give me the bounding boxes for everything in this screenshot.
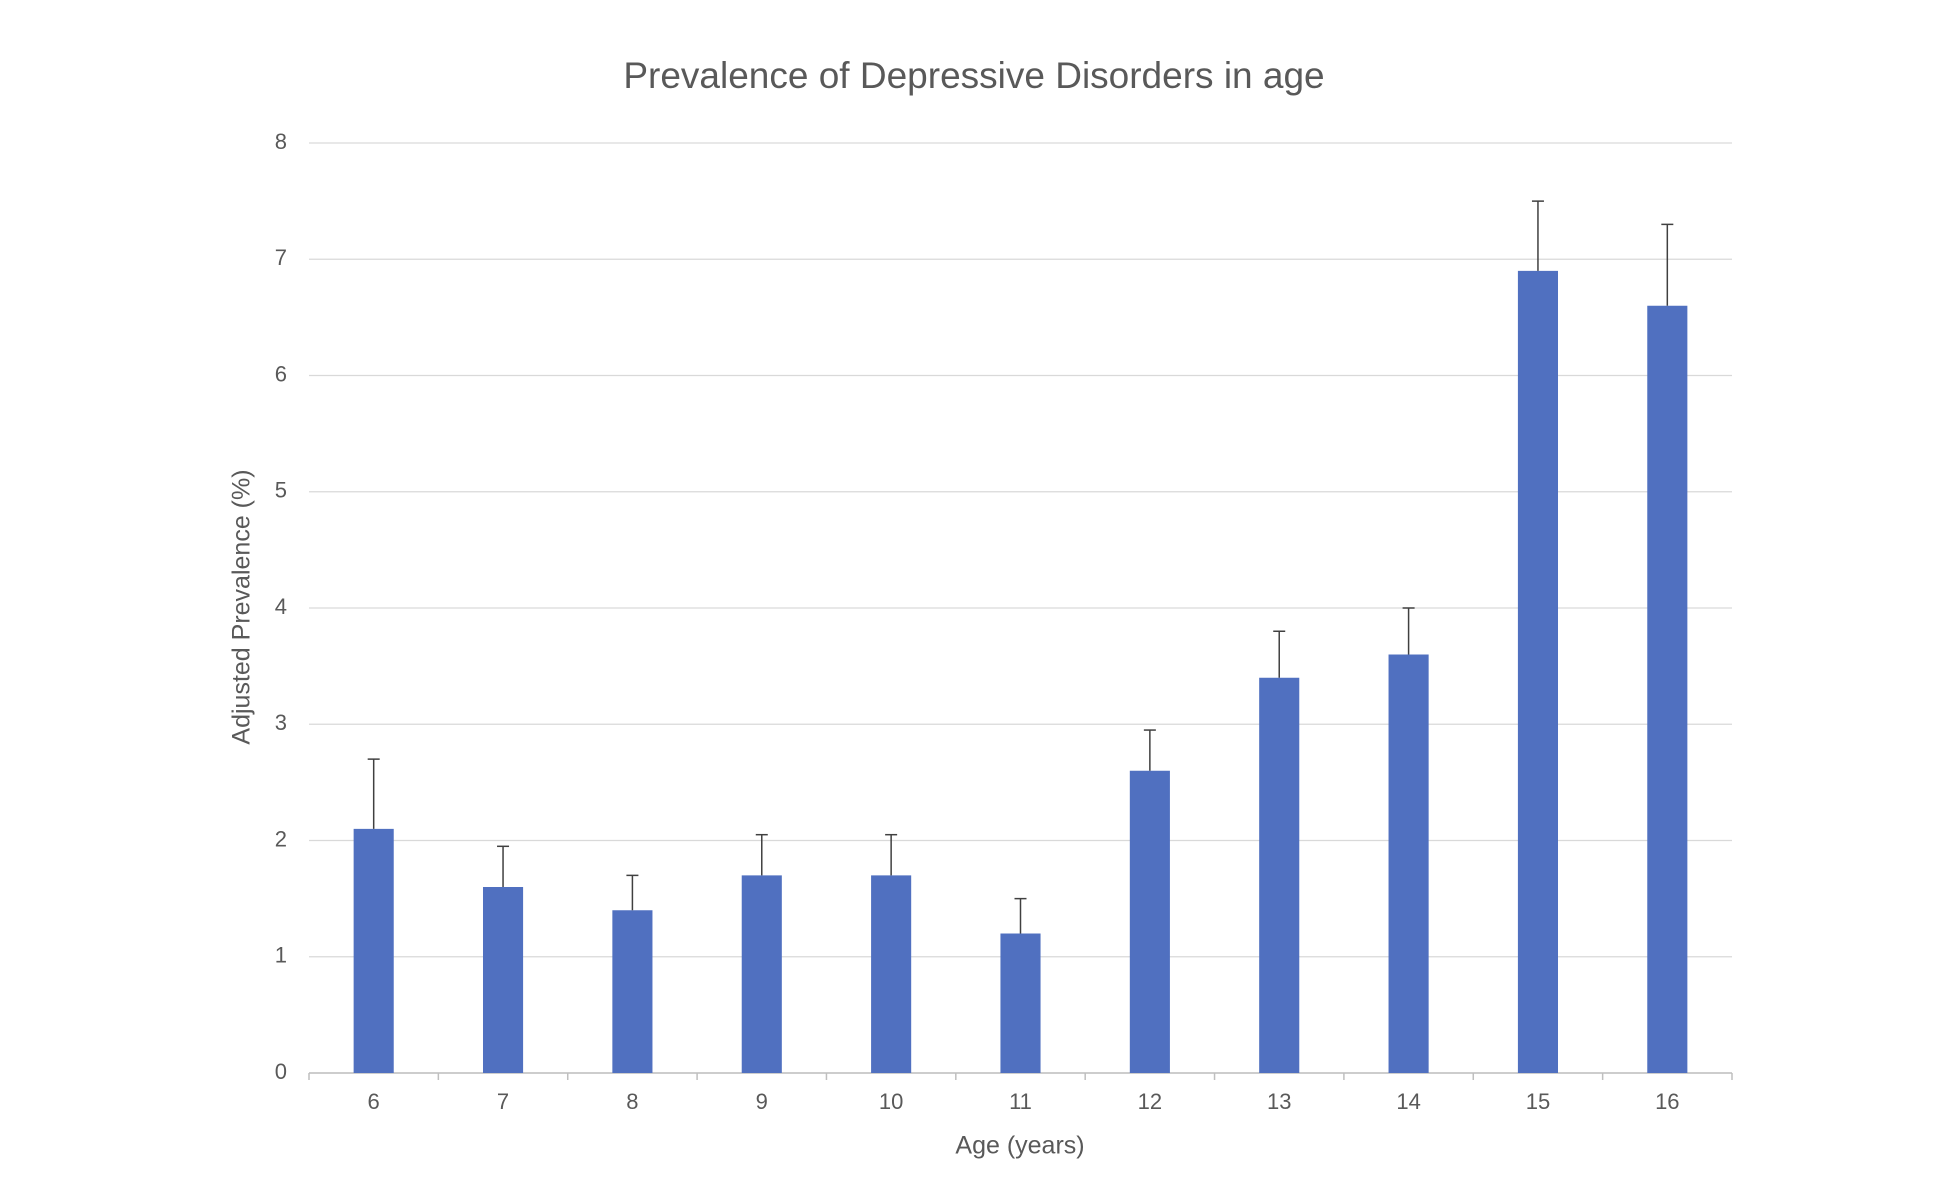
- x-tick-label: 13: [1267, 1089, 1291, 1114]
- y-tick-label: 0: [275, 1059, 287, 1084]
- x-tick-label: 9: [756, 1089, 768, 1114]
- bar: [612, 910, 653, 1073]
- x-tick-label: 7: [497, 1089, 509, 1114]
- bar: [1000, 933, 1041, 1073]
- error-bar: [367, 758, 380, 829]
- bar: [871, 875, 912, 1073]
- error-bar: [1014, 897, 1027, 934]
- y-tick-label: 8: [275, 129, 287, 154]
- error-bar: [1402, 607, 1415, 655]
- bar: [1259, 677, 1300, 1073]
- error-bar: [626, 874, 639, 911]
- x-axis-label: Age (years): [955, 1132, 1084, 1160]
- error-bar: [1273, 630, 1286, 678]
- y-tick-label: 3: [275, 710, 287, 735]
- y-tick-label: 1: [275, 943, 287, 968]
- bar: [1129, 770, 1170, 1073]
- x-tick-label: 15: [1526, 1089, 1550, 1114]
- bar: [741, 875, 782, 1073]
- y-tick-label: 5: [275, 478, 287, 503]
- y-tick-label: 7: [275, 245, 287, 270]
- error-bar: [1661, 223, 1674, 306]
- y-tick-label: 2: [275, 826, 287, 851]
- error-bar: [497, 845, 510, 887]
- y-axis-label: Adjusted Prevalence (%): [228, 469, 256, 744]
- y-tick-label: 4: [275, 594, 287, 619]
- error-bar: [1143, 729, 1156, 771]
- x-tick-label: 14: [1396, 1089, 1420, 1114]
- error-bar: [1531, 200, 1544, 271]
- bar: [1647, 305, 1688, 1073]
- error-bar: [885, 833, 898, 876]
- x-tick-label: 10: [879, 1089, 903, 1114]
- x-tick-label: 6: [368, 1089, 380, 1114]
- bar: [482, 887, 524, 1073]
- y-tick-label: 6: [275, 361, 287, 386]
- chart-title: Prevalence of Depressive Disorders in ag…: [623, 55, 1324, 96]
- x-tick-label: 16: [1655, 1089, 1679, 1114]
- bar: [1388, 654, 1429, 1073]
- x-tick-label: 12: [1138, 1089, 1162, 1114]
- x-tick-label: 11: [1009, 1089, 1032, 1114]
- x-tick-label: 8: [626, 1089, 638, 1114]
- bar: [1517, 270, 1559, 1073]
- error-bar: [755, 833, 768, 876]
- bar: [353, 828, 394, 1073]
